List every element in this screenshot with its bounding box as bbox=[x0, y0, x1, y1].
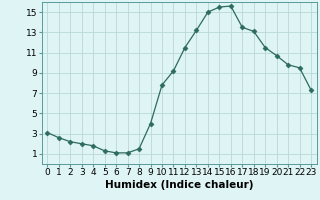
X-axis label: Humidex (Indice chaleur): Humidex (Indice chaleur) bbox=[105, 180, 253, 190]
